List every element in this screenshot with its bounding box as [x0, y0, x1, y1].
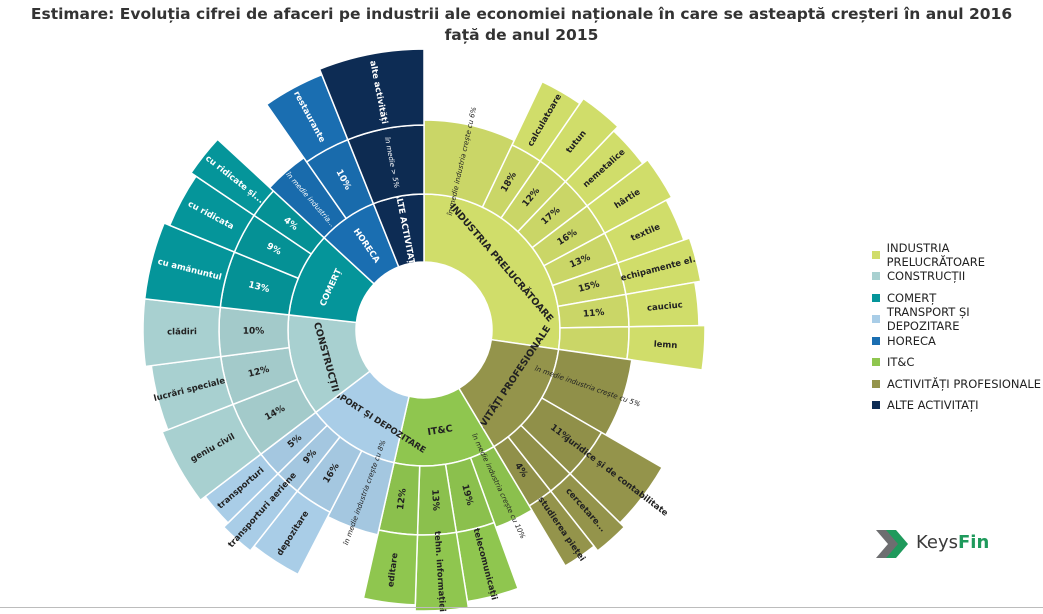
keysfin-logo: KeysFin: [872, 524, 992, 564]
logo-text-part2: Fin: [958, 532, 990, 553]
legend-label: COMERȚ: [887, 290, 937, 305]
legend-label: CONSTRUCȚII: [887, 269, 966, 284]
outer-segment: [318, 48, 425, 141]
legend-item: TRANSPORT ȘI DEPOZITARE: [872, 305, 1043, 333]
subindustry-value-label: 12%: [396, 488, 409, 511]
legend-item: ACTIVITĂȚI PROFESIONALE: [872, 373, 1043, 395]
legend-swatch: [872, 272, 880, 281]
legend-swatch: [872, 358, 880, 367]
industry-label: IT&C: [427, 423, 454, 438]
chart-legend: INDUSTRIA PRELUCRĂTOARE CONSTRUCȚII COMERȚ…: [872, 240, 1043, 417]
outer-segment-label: editare: [386, 552, 400, 588]
subindustry-value-label: 13%: [429, 489, 440, 511]
legend-label: HORECA: [887, 333, 936, 348]
legend-label: TRANSPORT ȘI DEPOZITARE: [886, 305, 970, 334]
outer-segment-label: clădiri: [167, 327, 197, 337]
legend-swatch: [872, 293, 880, 302]
legend-item: INDUSTRIA PRELUCRĂTOARE: [872, 240, 1043, 269]
chart-title: Estimare: Evoluția cifrei de afaceri pe …: [0, 4, 1043, 46]
legend-item: HORECA: [872, 330, 1043, 352]
keysfin-logo-icon: [876, 530, 908, 558]
outer-segment-label: cauciuc: [647, 300, 684, 313]
outer-segment-label: lemn: [653, 340, 677, 351]
chart-title-line2: față de anul 2015: [444, 26, 599, 44]
keysfin-logo-text: KeysFin: [916, 532, 989, 553]
legend-swatch: [872, 379, 880, 388]
chart-title-line1: Estimare: Evoluția cifrei de afaceri pe …: [30, 5, 1013, 23]
legend-item: COMERȚ: [872, 287, 1043, 309]
subindustry-value-label: 11%: [583, 308, 605, 320]
legend-swatch: [872, 336, 880, 345]
bottom-divider: [0, 607, 1043, 608]
legend-label: IT&C: [887, 355, 915, 370]
subindustry-value-label: 10%: [243, 327, 265, 337]
legend-item: ALTE ACTIVITAȚI: [872, 395, 1043, 417]
legend-swatch: [872, 315, 880, 324]
legend-swatch: [872, 250, 880, 259]
legend-swatch: [872, 401, 880, 410]
logo-text-part1: Keys: [916, 532, 959, 553]
legend-label: ALTE ACTIVITAȚI: [887, 398, 979, 413]
legend-label: INDUSTRIA PRELUCRĂTOARE: [886, 240, 986, 269]
legend-item: IT&C: [872, 352, 1043, 374]
legend-label: ACTIVITĂȚI PROFESIONALE: [887, 376, 1042, 391]
legend-item: CONSTRUCȚII: [872, 266, 1043, 288]
